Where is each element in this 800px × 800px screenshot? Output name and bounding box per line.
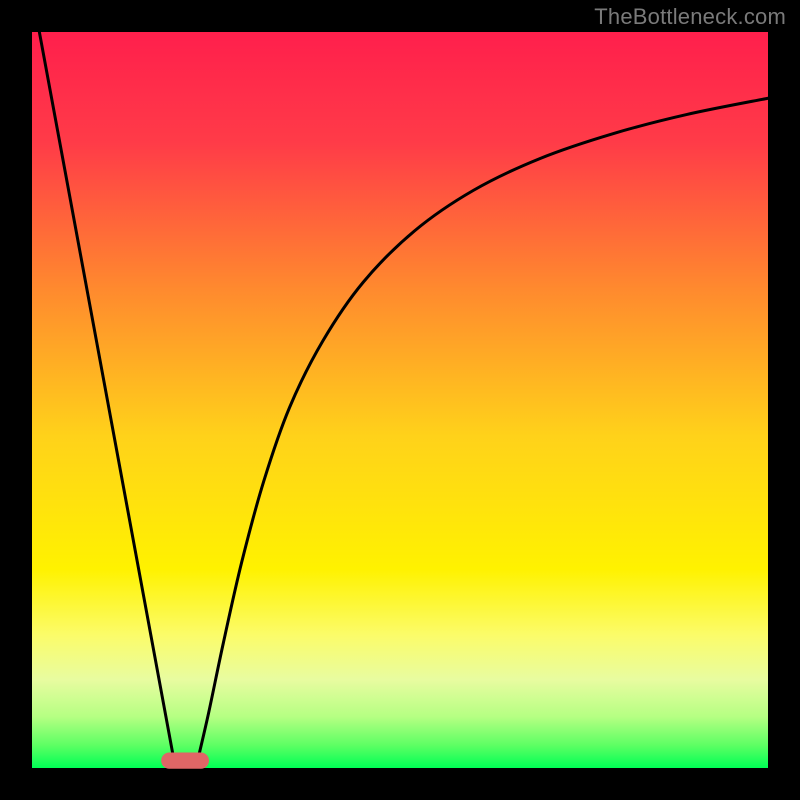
bottleneck-chart	[0, 0, 800, 800]
chart-container: TheBottleneck.com	[0, 0, 800, 800]
watermark-text: TheBottleneck.com	[594, 4, 786, 30]
plot-background	[32, 32, 768, 768]
min-point-pill	[161, 753, 209, 769]
